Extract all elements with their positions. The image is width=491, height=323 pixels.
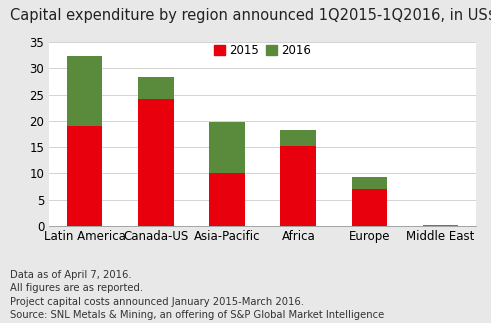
Text: Data as of April 7, 2016.
All figures are as reported.
Project capital costs ann: Data as of April 7, 2016. All figures ar… [10,270,384,320]
Legend: 2015, 2016: 2015, 2016 [214,44,311,57]
Bar [352,189,387,226]
Bar [209,122,245,173]
Bar [423,225,459,226]
Bar [138,77,174,99]
Bar [67,126,103,226]
Text: Capital expenditure by region announced 1Q2015-1Q2016, in US$B: Capital expenditure by region announced … [10,8,491,23]
Bar [352,177,387,189]
Bar [280,130,316,146]
Bar [280,146,316,226]
Bar [67,56,103,126]
Bar [209,173,245,226]
Bar [138,99,174,226]
